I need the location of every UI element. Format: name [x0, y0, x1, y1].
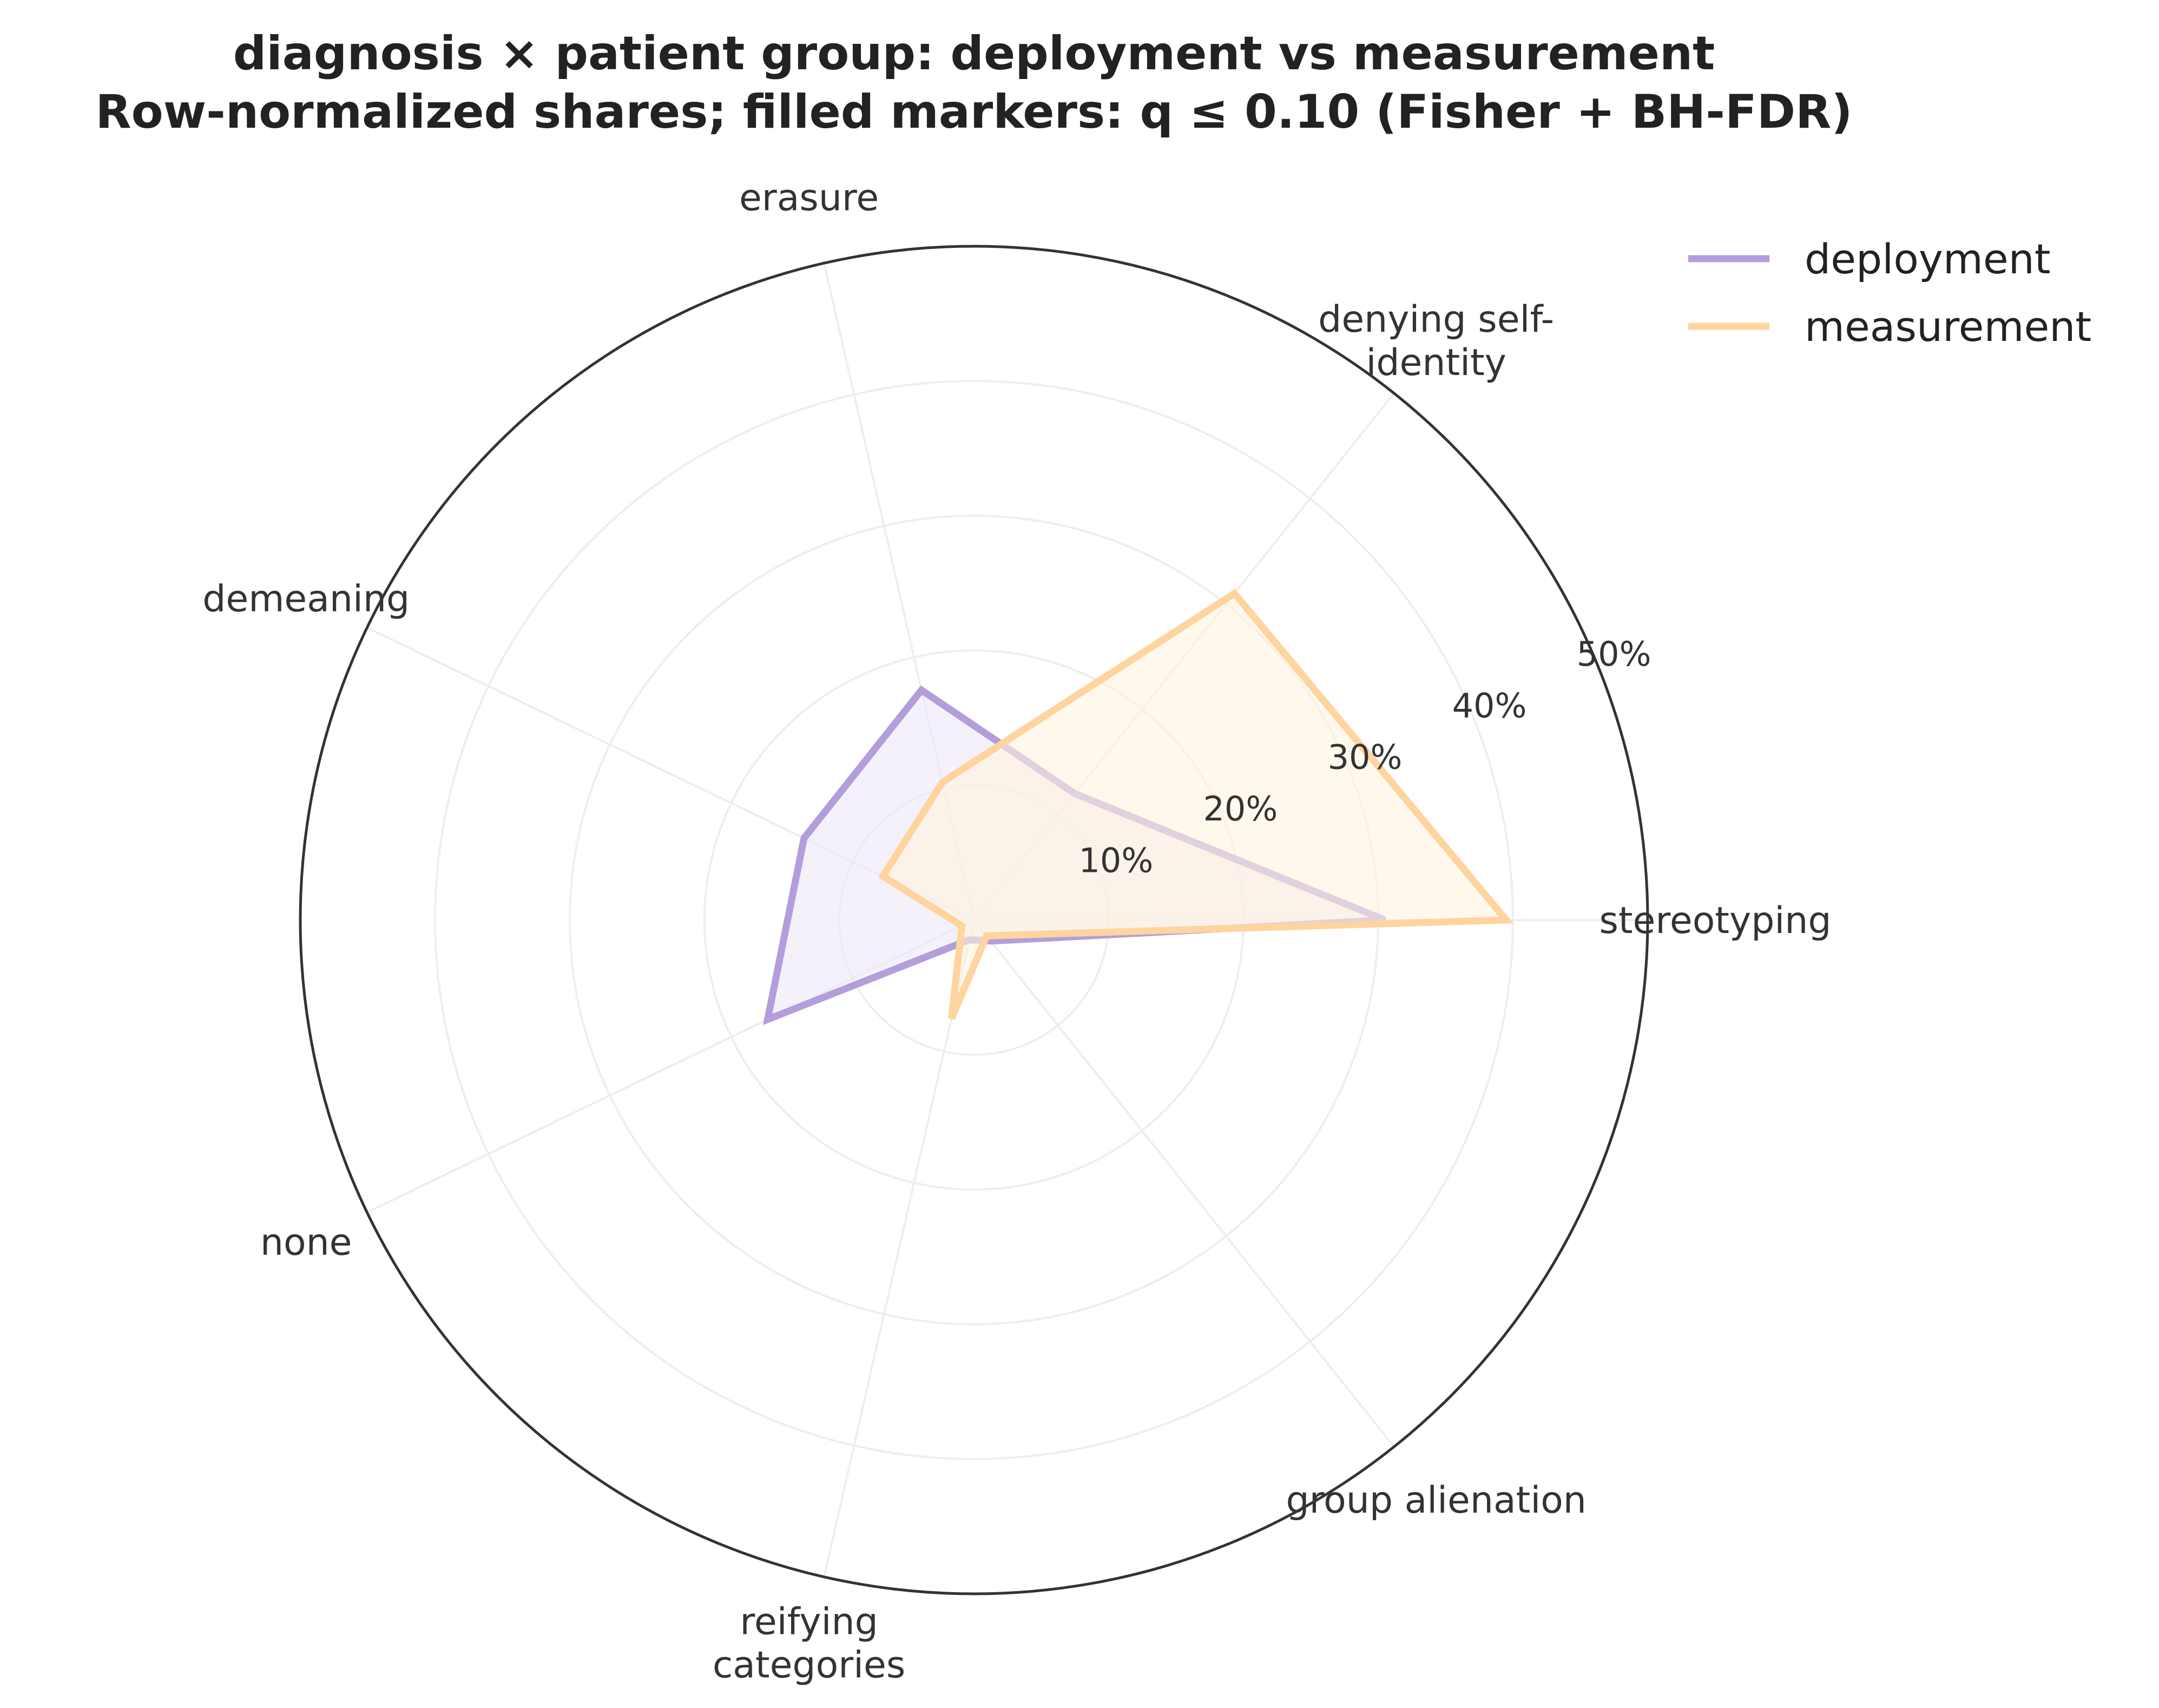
legend-entry-measurement: measurement: [1688, 303, 2091, 351]
polar-frame: [299, 245, 1649, 1595]
series-measurement: [878, 588, 1514, 1020]
series-line-measurement: [878, 588, 1514, 1020]
polar-frame-circle: [299, 245, 1649, 1595]
radial-tick-label-20: 20%: [1203, 789, 1278, 829]
category-label-denying-self-identity: denying self-identity: [1318, 298, 1554, 384]
legend-label-deployment: deployment: [1805, 235, 2051, 283]
chart-title-line-1: diagnosis × patient group: deployment vs…: [233, 27, 1715, 81]
radial-tick-label-10: 10%: [1078, 840, 1153, 880]
category-labels: stereotyping denying self-identity erasure…: [202, 176, 1831, 1686]
category-label-line: reifying: [740, 1601, 878, 1644]
radial-tick-label-40: 40%: [1452, 686, 1527, 726]
category-label-none: none: [260, 1221, 352, 1264]
series-area-measurement: [883, 593, 1506, 1019]
category-label-line: group alienation: [1286, 1479, 1586, 1522]
category-label-line: denying self-: [1318, 298, 1554, 341]
category-label-stereotyping: stereotyping: [1599, 899, 1831, 942]
legend-label-measurement: measurement: [1805, 303, 2091, 351]
chart-title-line-2: Row-normalized shares; filled markers: q…: [95, 85, 1852, 139]
radial-tick-labels: 10% 20% 30% 40% 50%: [1078, 634, 1651, 880]
category-label-line: demeaning: [202, 578, 410, 621]
category-label-line: categories: [713, 1644, 905, 1687]
category-label-erasure: erasure: [739, 176, 879, 219]
legend: deployment measurement: [1688, 235, 2091, 351]
series-layer: [762, 588, 1514, 1026]
category-label-line: none: [260, 1221, 352, 1264]
grid-spoke-5: [823, 919, 975, 1578]
grid-spoke-6: [973, 919, 1395, 1448]
radial-tick-label-30: 30%: [1328, 738, 1403, 777]
radial-tick-label-50: 50%: [1577, 634, 1651, 674]
category-label-line: identity: [1366, 341, 1506, 384]
category-label-group-alienation: group alienation: [1286, 1479, 1586, 1522]
category-label-line: stereotyping: [1599, 899, 1831, 942]
category-label-demeaning: demeaning: [202, 578, 410, 621]
legend-entry-deployment: deployment: [1688, 235, 2051, 283]
category-label-line: erasure: [739, 176, 879, 219]
